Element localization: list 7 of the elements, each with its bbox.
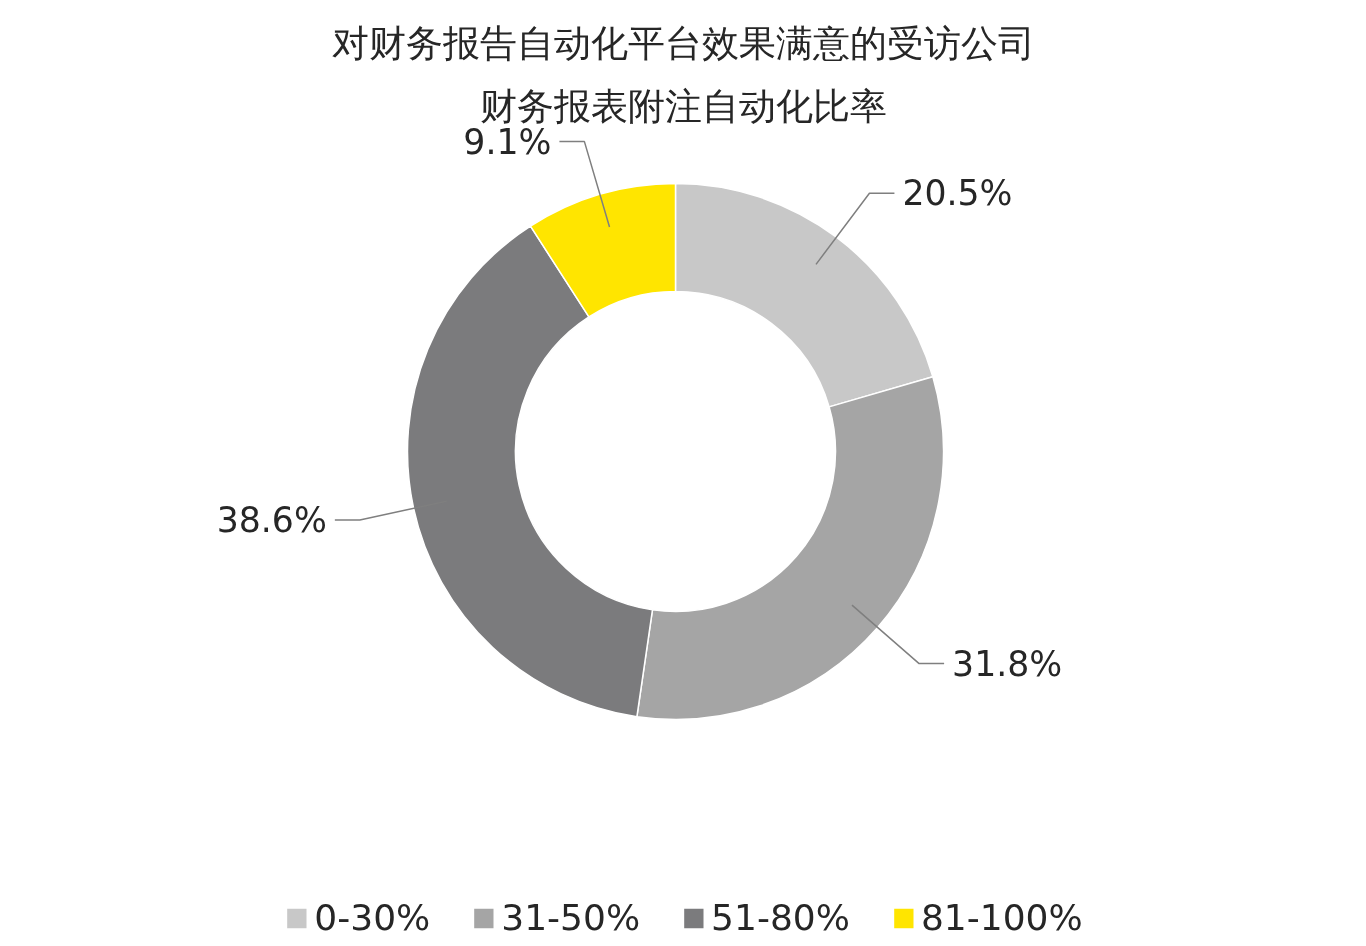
data-label: 38.6% bbox=[216, 499, 327, 540]
legend-label: 31-50% bbox=[501, 897, 641, 938]
legend-label: 81-100% bbox=[920, 897, 1083, 938]
data-label: 20.5% bbox=[902, 173, 1013, 214]
legend-label: 0-30% bbox=[314, 897, 431, 938]
data-label: 31.8% bbox=[952, 643, 1063, 684]
legend-label: 51-80% bbox=[711, 897, 850, 938]
